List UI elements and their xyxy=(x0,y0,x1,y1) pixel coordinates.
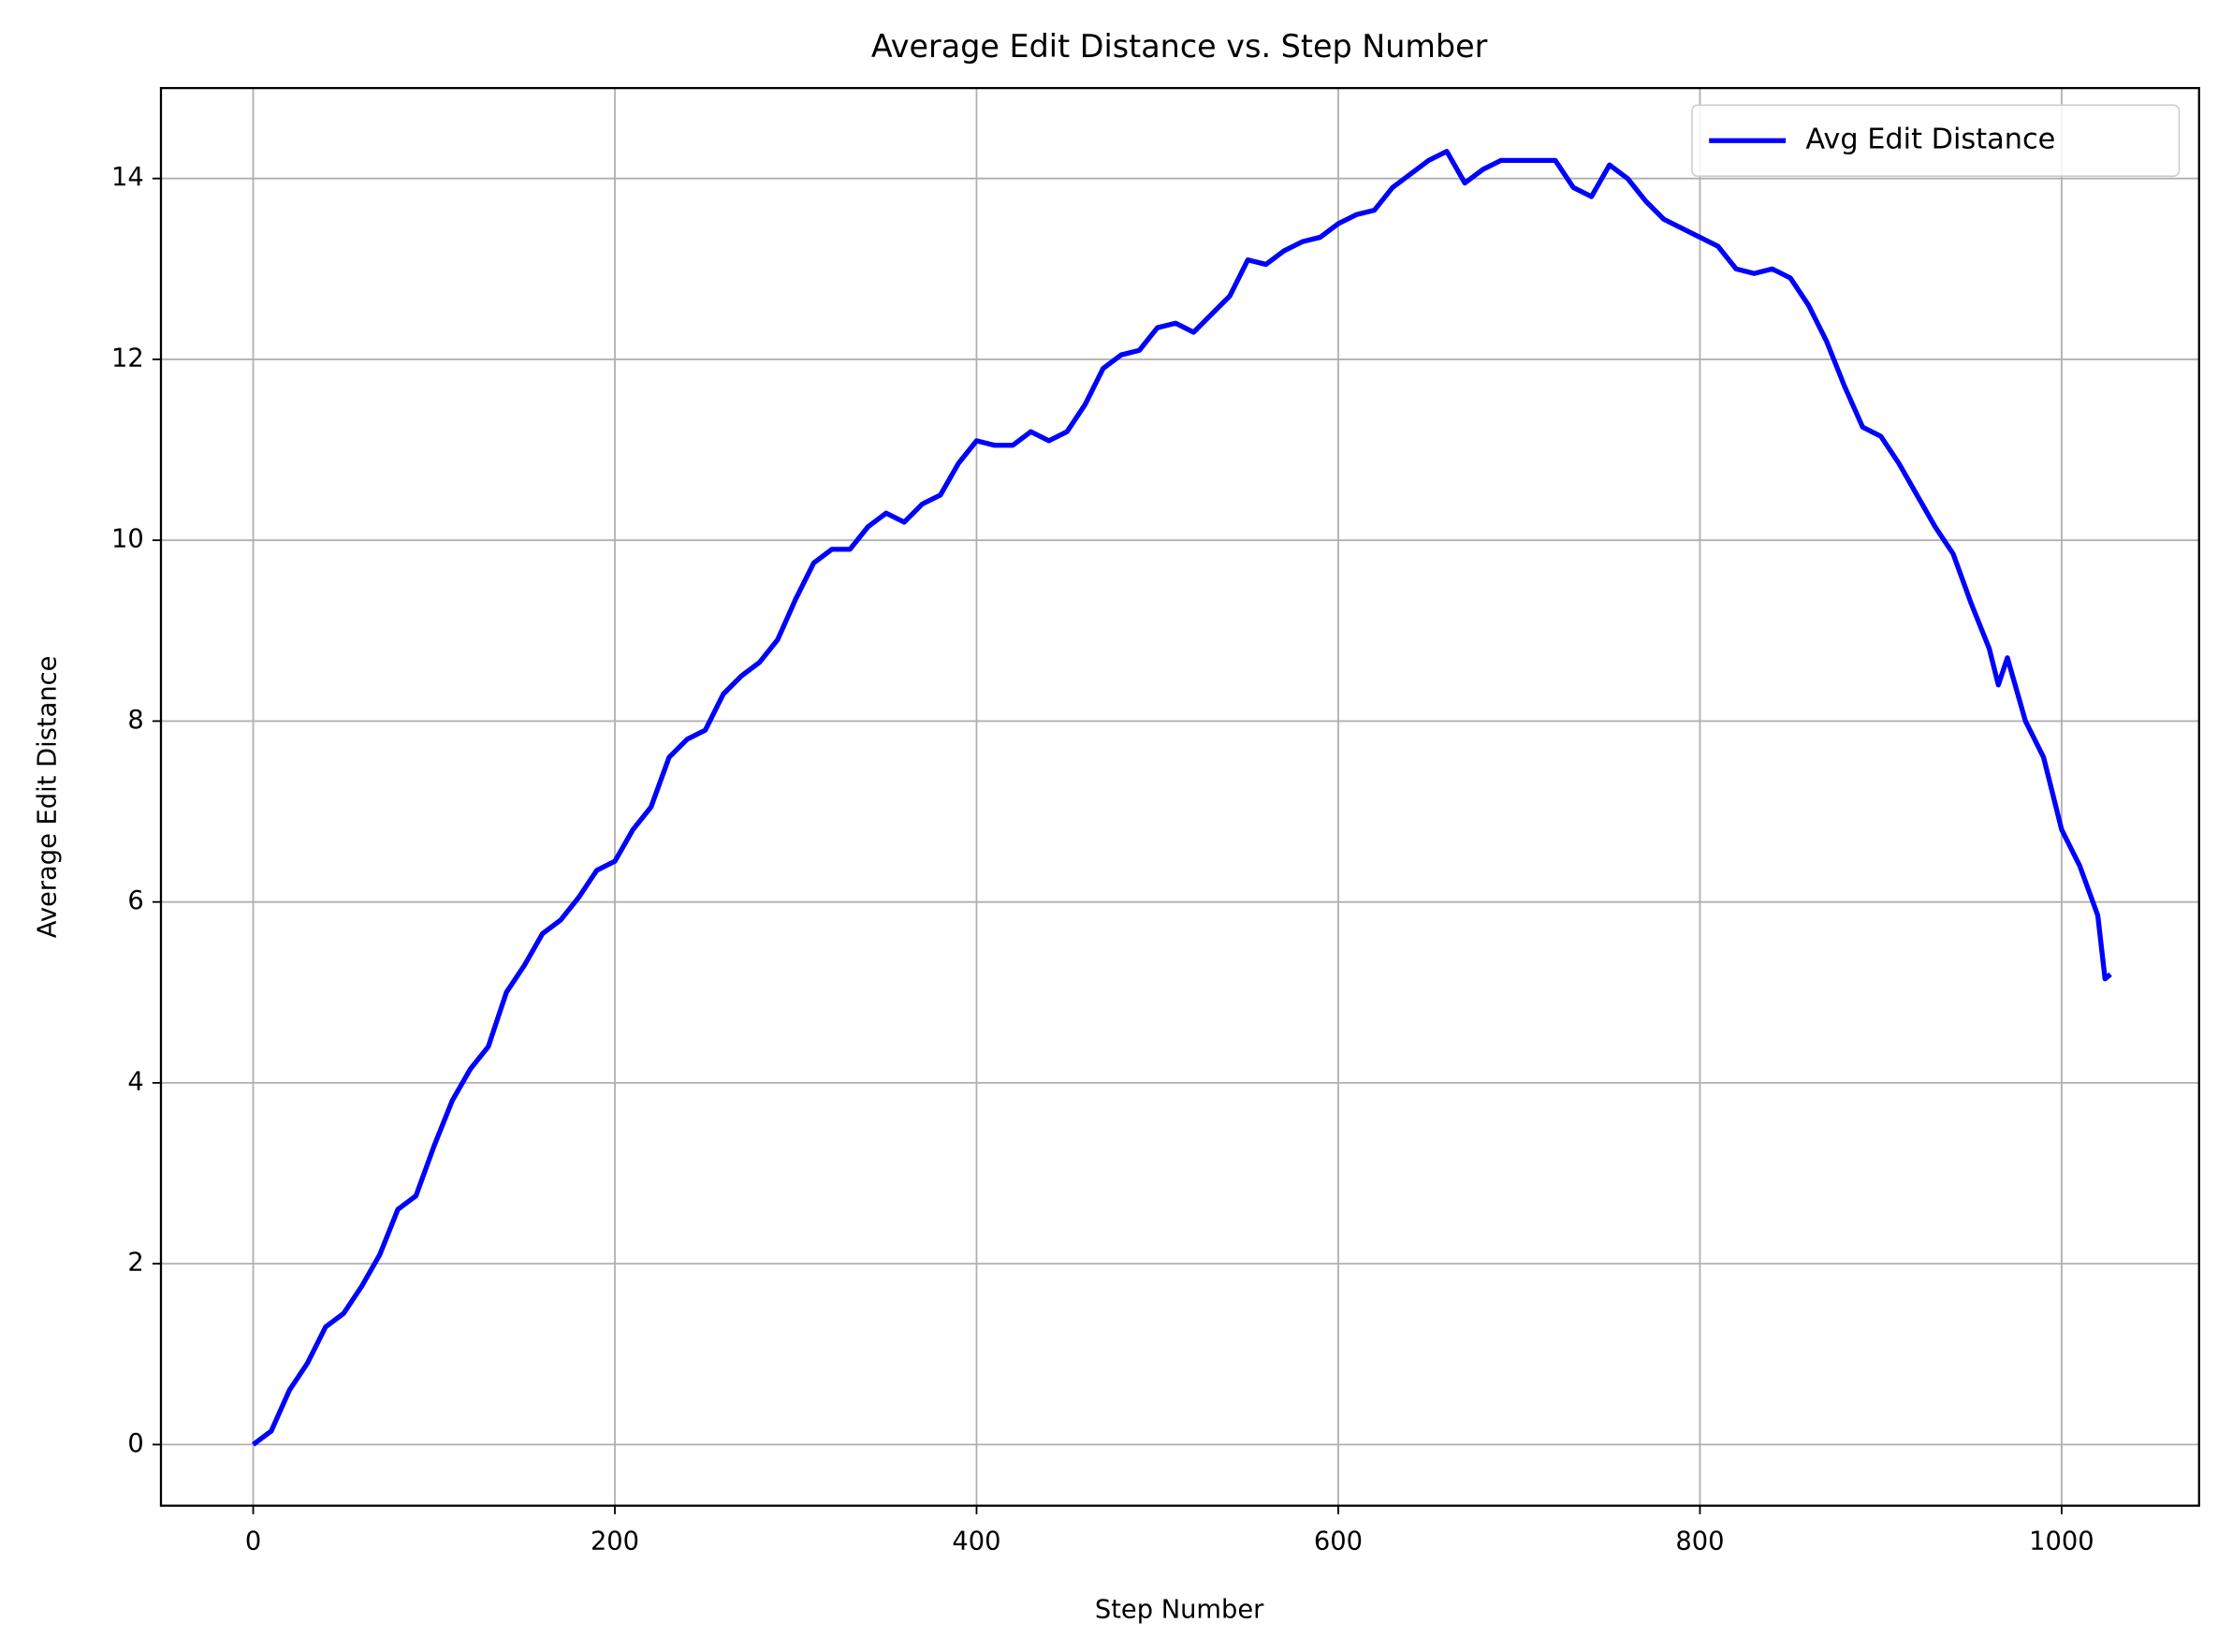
y-tick-label: 14 xyxy=(111,163,144,192)
chart-title: Average Edit Distance vs. Step Number xyxy=(871,28,1488,65)
data-line xyxy=(251,149,2112,1447)
x-axis-label: Step Number xyxy=(1095,1595,1264,1624)
x-tick-label: 600 xyxy=(1314,1528,1363,1557)
x-tick-label: 800 xyxy=(1675,1528,1724,1557)
y-tick-label: 8 xyxy=(127,706,143,735)
legend-box xyxy=(1691,104,2181,177)
legend-label: Avg Edit Distance xyxy=(1805,124,2055,156)
x-tick-label: 200 xyxy=(591,1528,639,1557)
y-tick-label: 0 xyxy=(127,1429,143,1458)
x-tick-label: 0 xyxy=(245,1528,261,1557)
plot-frame xyxy=(159,86,2200,1507)
x-tick-label: 400 xyxy=(952,1528,1000,1557)
y-tick-label: 12 xyxy=(111,344,144,373)
x-tick-label: 1000 xyxy=(2029,1528,2094,1557)
y-tick-label: 4 xyxy=(127,1067,143,1096)
y-tick-label: 2 xyxy=(127,1249,143,1278)
y-axis-label: Average Edit Distance xyxy=(34,656,63,939)
y-tick-label: 6 xyxy=(127,886,143,915)
y-tick-label: 10 xyxy=(111,525,144,554)
